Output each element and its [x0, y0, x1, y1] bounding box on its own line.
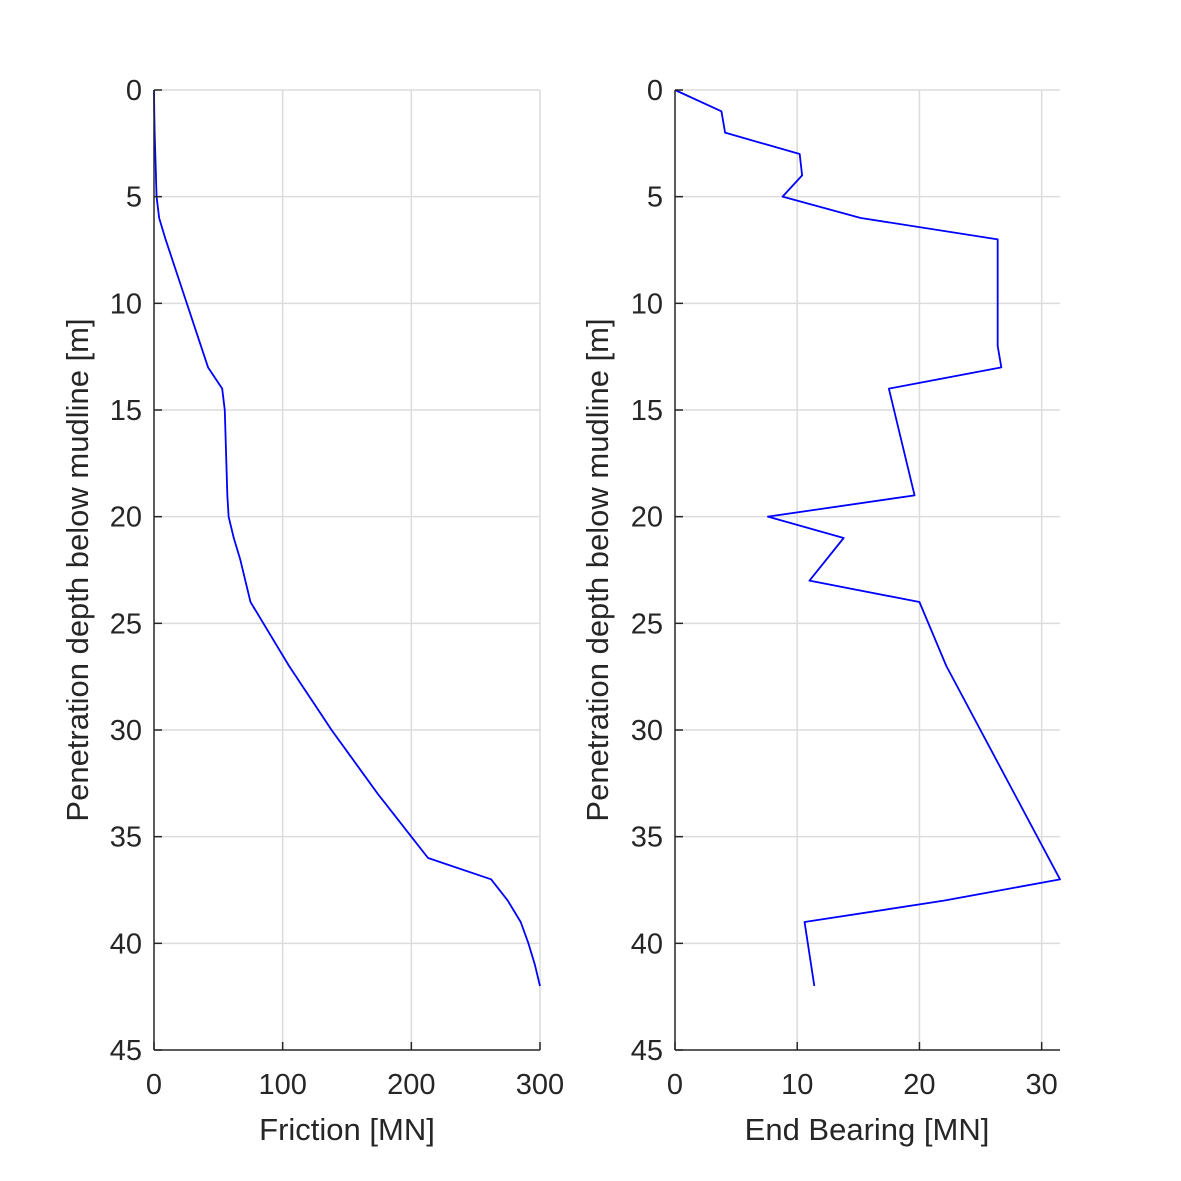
friction-x-tick-label: 100 — [258, 1069, 306, 1101]
end-bearing-y-tick-label: 45 — [631, 1035, 663, 1067]
friction-x-tick-label: 0 — [146, 1069, 162, 1101]
end-bearing-y-tick-label: 20 — [631, 502, 663, 534]
end-bearing-y-tick-label: 25 — [631, 608, 663, 640]
friction-y-tick-label: 35 — [110, 822, 142, 854]
friction-y-tick-label: 20 — [110, 502, 142, 534]
end-bearing-y-tick-label: 5 — [647, 182, 663, 214]
friction-x-axis-label: Friction [MN] — [259, 1112, 435, 1147]
friction-y-axis-label: Penetration depth below mudline [m] — [60, 318, 95, 821]
end-bearing-x-tick-label: 10 — [781, 1069, 813, 1101]
friction-y-tick-label: 25 — [110, 608, 142, 640]
friction-y-tick-label: 30 — [110, 715, 142, 747]
end-bearing-y-tick-label: 0 — [647, 75, 663, 107]
end-bearing-y-tick-label: 40 — [631, 928, 663, 960]
friction-y-tick-label: 15 — [110, 395, 142, 427]
end-bearing-y-axis-label: Penetration depth below mudline [m] — [580, 318, 615, 821]
friction-y-tick-label: 5 — [126, 182, 142, 214]
end-bearing-x-axis-label: End Bearing [MN] — [745, 1112, 990, 1147]
end-bearing-y-tick-label: 35 — [631, 822, 663, 854]
friction-series-line — [153, 89, 541, 987]
end-bearing-x-tick-label: 30 — [1026, 1069, 1058, 1101]
end-bearing-x-tick-label: 20 — [903, 1069, 935, 1101]
end-bearing-y-tick-label: 10 — [631, 288, 663, 320]
friction-y-tick-label: 10 — [110, 288, 142, 320]
end-bearing-y-tick-label: 30 — [631, 715, 663, 747]
end-bearing-series-line — [674, 89, 1061, 987]
friction-y-tick-label: 0 — [126, 75, 142, 107]
friction-y-tick-label: 40 — [110, 928, 142, 960]
end-bearing-x-tick-label: 0 — [667, 1069, 683, 1101]
friction-y-tick-label: 45 — [110, 1035, 142, 1067]
friction-x-tick-label: 300 — [516, 1069, 564, 1101]
friction-x-tick-label: 200 — [387, 1069, 435, 1101]
end-bearing-y-tick-label: 15 — [631, 395, 663, 427]
